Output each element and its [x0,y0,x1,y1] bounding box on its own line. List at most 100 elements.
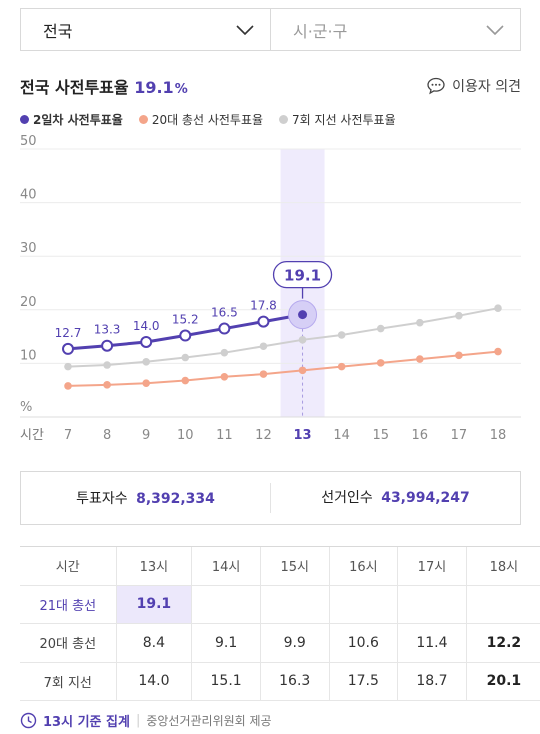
table-header-row: 시간 13시 14시 15시 16시 17시 18시 [20,546,540,586]
table-cell: 16.3 [259,662,330,701]
title-bar: 전국 사전투표율 19.1% 이용자 의견 [20,74,521,98]
divider: | [135,712,141,728]
voters-label: 투표자수 [76,491,128,507]
series-point [220,348,229,357]
table-header-cell: 17시 [397,546,467,586]
totals-box: 투표자수 8,392,334 선거인수 43,994,247 [20,471,521,525]
table-cell: 9.1 [191,623,261,663]
legend-item-current: 2일차 사전투표율 [20,111,123,128]
hourly-table: 시간 13시 14시 15시 16시 17시 18시 21대 총선 19.1 2… [20,546,540,701]
x-tick-label: 13 [293,428,311,443]
x-tick-label: 11 [216,428,233,443]
table-header-cell: 14시 [191,546,261,586]
basis-time: 13시 기준 집계 [43,714,130,730]
current-point [298,310,308,320]
table-header-cell: 18시 [465,546,540,586]
series-line-20 [67,350,499,387]
series-point [259,370,268,378]
region-select[interactable]: 전국 [21,9,270,50]
x-tick-label: 8 [103,428,111,443]
table-cell: 20.1 [465,662,540,701]
series-point [64,362,72,371]
series-point [494,347,502,356]
series-line-7 [67,307,499,368]
region-select-value: 전국 [43,21,73,41]
x-tick-label: 16 [412,428,429,443]
legend-swatch [279,114,289,124]
x-tick-label: 17 [451,428,468,443]
series-point [337,362,346,371]
series-point [142,379,150,388]
x-tick-label: 10 [177,428,194,443]
series-point [494,304,502,312]
table-cell [328,585,398,624]
page-title-text: 전국 사전투표율 [20,78,129,97]
series-point [181,353,190,362]
series-point-current [62,342,74,355]
region-selects: 전국 시·군·구 [20,8,521,51]
table-cell: 11.4 [397,623,467,663]
voters-value: 8,392,334 [136,491,215,507]
table-cell: 15.1 [191,662,261,701]
legend-swatch [138,114,148,124]
series-point-current [101,339,114,352]
data-label: 13.3 [94,323,121,337]
table-header-cell: 13시 [115,546,192,586]
series-point [142,357,150,366]
y-tick-label: 40 [20,188,37,203]
series-point-current [257,315,270,328]
table-cell [397,585,467,624]
x-tick-label: 14 [333,428,350,443]
y-tick-label: 10 [20,348,37,363]
chevron-down-icon [486,24,504,35]
x-tick-label: 18 [490,428,507,443]
voters-total: 투표자수 8,392,334 [21,488,270,508]
table-cell: 18.7 [397,662,467,701]
data-label: 15.2 [172,313,199,327]
table-cell: 12.2 [465,623,540,663]
data-label-current: 19.1 [284,267,321,285]
series-point-current [140,335,153,348]
table-cell: 14.0 [115,662,192,701]
x-tick-label: 7 [64,428,72,443]
legend-item-20: 20대 총선 사전투표율 [138,111,264,128]
chart-legend: 2일차 사전투표율 20대 총선 사전투표율 7회 지선 사전투표율 [20,110,396,128]
table-cell: 8.4 [115,623,192,663]
row-label: 20대 총선 [20,623,116,663]
legend-label: 20대 총선 사전투표율 [151,112,264,127]
table-header-cell: 15시 [259,546,330,586]
series-point [298,366,307,375]
current-rate: 19.1 [134,78,174,97]
series-point [337,331,346,339]
legend-label: 2일차 사전투표율 [33,112,123,127]
table-cell [191,585,261,624]
electorate-total: 선거인수 43,994,247 [270,483,520,513]
footer: 13시 기준 집계 | 중앙선거관리위원회 제공 [20,710,272,730]
feedback-label: 이용자 의견 [452,79,521,95]
series-point-current [218,322,231,335]
district-select[interactable]: 시·군·구 [270,9,520,50]
y-tick-label: 20 [20,295,37,310]
electorate-label: 선거인수 [321,490,373,506]
series-point [298,336,307,344]
turnout-line-chart: 10 20 30 40 50% 시간 7 8 9 10 11 12 13 14 15 16 17 18 12.7 13… [20,134,521,443]
table-cell: 19.1 [115,585,192,624]
table-cell: 10.6 [328,623,398,663]
table-cell: 9.9 [259,623,330,663]
series-point [376,359,385,367]
data-source: 중앙선거관리위원회 제공 [146,713,272,728]
table-row: 21대 총선 19.1 [20,585,540,624]
data-label: 16.5 [211,306,238,320]
table-header-cell: 시간 [20,546,116,586]
data-label: 12.7 [55,326,82,340]
page-title: 전국 사전투표율 19.1% [20,74,188,98]
table-row: 20대 총선 8.4 9.1 9.9 10.6 11.4 12.2 [20,623,540,663]
row-label: 7회 지선 [20,662,116,701]
legend-swatch [20,114,29,124]
feedback-button[interactable]: 이용자 의견 [426,76,521,96]
table-cell [465,585,540,624]
speech-bubble-icon [427,77,445,95]
series-point [103,381,111,389]
y-axis-unit: % [20,400,32,415]
series-point [455,351,463,360]
